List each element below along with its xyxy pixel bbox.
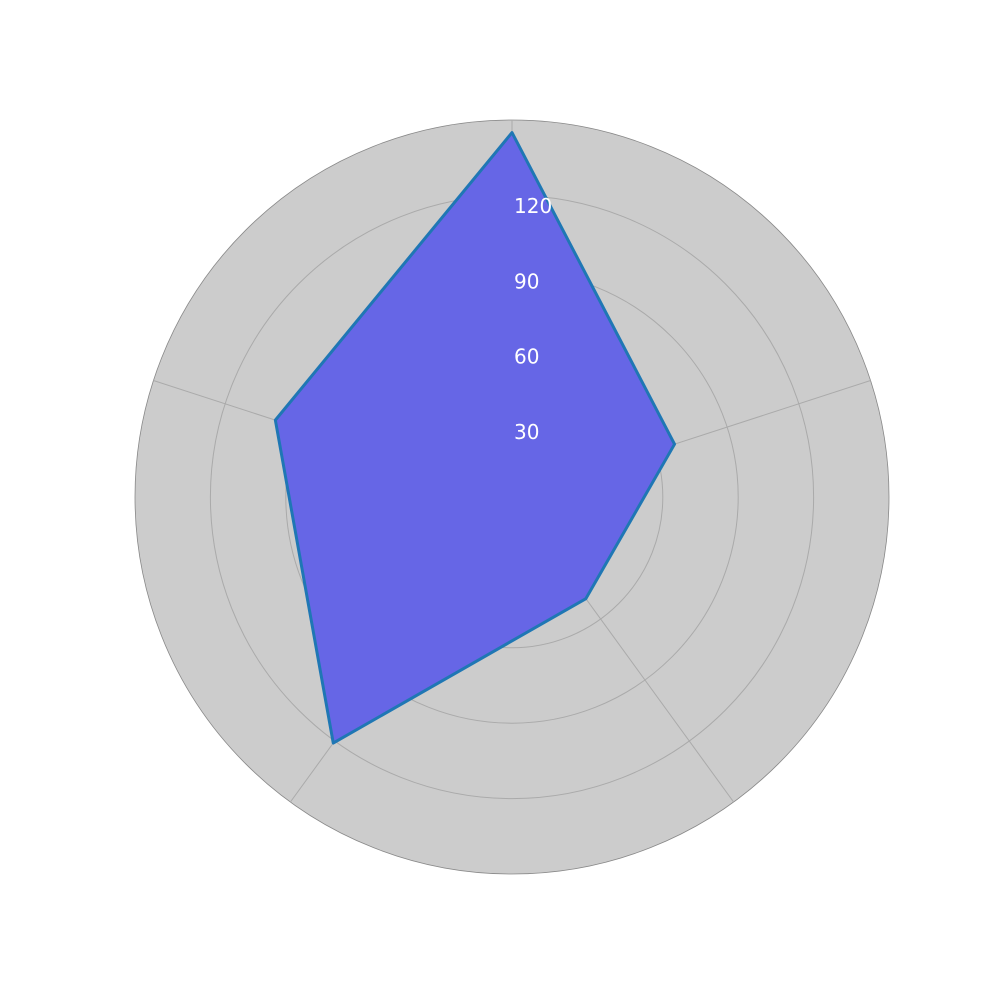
r-tick-label: 60 — [514, 345, 539, 369]
radar-area — [273, 131, 677, 745]
r-tick-label: 90 — [514, 269, 539, 293]
category-label: re — [251, 804, 277, 834]
category-label: e — [117, 358, 133, 388]
r-tick-label: 30 — [514, 420, 539, 444]
r-tick-label: 120 — [514, 194, 552, 218]
